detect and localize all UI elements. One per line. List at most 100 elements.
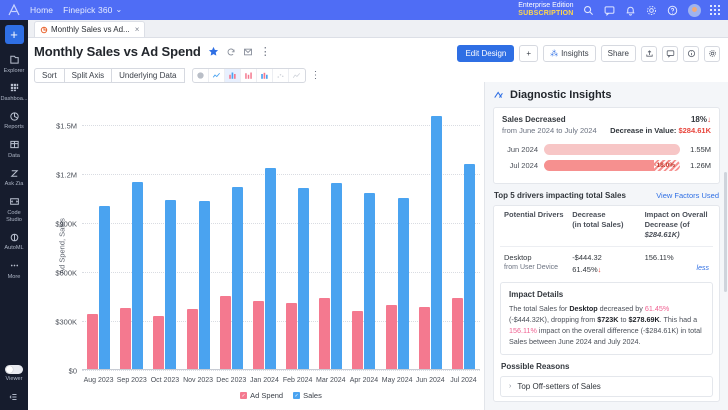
comment-icon[interactable]	[662, 45, 678, 62]
drivers-table: Potential Drivers Decrease (in total Sal…	[500, 206, 713, 280]
underlying-data-button[interactable]: Underlying Data	[111, 68, 185, 83]
bar-sales[interactable]	[364, 193, 376, 370]
legend-item[interactable]: ✓ Sales	[293, 391, 322, 400]
gear-icon[interactable]	[704, 45, 720, 62]
bar-ad-spend[interactable]	[252, 301, 264, 370]
bar-sales[interactable]	[463, 163, 475, 370]
drivers-card: Potential Drivers Decrease (in total Sal…	[493, 205, 720, 403]
bar-ad-spend[interactable]	[286, 302, 298, 370]
insights-button[interactable]: ⁂ Insights	[543, 45, 596, 62]
bar-sales[interactable]	[231, 186, 243, 370]
export-icon[interactable]	[243, 47, 253, 57]
workspace-selector[interactable]: Finepick 360	[63, 5, 122, 15]
upload-icon[interactable]	[641, 45, 657, 62]
bar-group[interactable]	[347, 100, 380, 370]
bar-ad-spend[interactable]	[87, 314, 99, 370]
bar-group[interactable]	[248, 100, 281, 370]
bar-group[interactable]	[115, 100, 148, 370]
column-chart-icon[interactable]	[241, 69, 257, 82]
sidebar-item-automl[interactable]: AutoML	[0, 231, 28, 252]
view-factors-used-link[interactable]: View Factors Used	[656, 191, 719, 200]
search-icon[interactable]	[583, 4, 595, 16]
bar-sales[interactable]	[99, 206, 111, 370]
sidebar-item-code-studio[interactable]: Code Studio	[0, 195, 28, 223]
split-axis-button[interactable]: Split Axis	[63, 68, 113, 83]
bar-group[interactable]	[281, 100, 314, 370]
bar-chart-icon[interactable]	[224, 69, 241, 82]
refresh-icon[interactable]	[226, 47, 236, 57]
info-icon[interactable]	[683, 45, 699, 62]
bell-icon[interactable]	[625, 4, 637, 16]
kebab-menu-icon[interactable]: ⋮	[259, 45, 271, 58]
area-chart-icon[interactable]	[289, 69, 305, 82]
toolbar-kebab-menu-icon[interactable]: ⋮	[310, 70, 321, 81]
bar-group[interactable]	[148, 100, 181, 370]
sidebar-item-reports[interactable]: Reports	[0, 110, 28, 131]
sidebar-item-data[interactable]: Data	[0, 138, 28, 159]
bar-group[interactable]	[447, 100, 480, 370]
apps-grid-icon[interactable]	[709, 4, 720, 16]
add-button[interactable]: +	[519, 45, 539, 62]
star-icon[interactable]	[208, 46, 219, 57]
report-icon	[40, 26, 48, 34]
possible-reason-item[interactable]: › Top Off-setters of Sales	[500, 376, 713, 398]
bar-group[interactable]	[82, 100, 115, 370]
impact-details-title: Impact Details	[509, 289, 564, 299]
tab-monthly-sales-vs-ad-spend[interactable]: Monthly Sales vs Ad... ×	[34, 21, 146, 37]
sidebar-item-more[interactable]: More	[0, 259, 28, 280]
avatar[interactable]	[687, 3, 701, 17]
bar-ad-spend[interactable]	[451, 298, 463, 370]
zoho-analytics-logo-icon[interactable]	[6, 3, 22, 17]
bar-ad-spend[interactable]	[120, 307, 132, 370]
bar-ad-spend[interactable]	[385, 305, 397, 370]
sidebar-item-explorer[interactable]: Explorer	[0, 53, 28, 74]
bar-ad-spend[interactable]	[153, 316, 165, 370]
bar-sales[interactable]	[430, 116, 442, 370]
scatter-icon[interactable]	[273, 69, 289, 82]
table-row[interactable]: Desktop from User Device -$444.32 61.45%…	[500, 247, 713, 280]
bar-sales[interactable]	[397, 198, 409, 370]
panel-scrollbar[interactable]	[724, 172, 727, 292]
bar-sales[interactable]	[264, 167, 276, 370]
add-new-button[interactable]: +	[4, 25, 24, 44]
help-icon[interactable]	[667, 4, 679, 16]
viewer-mode-toggle[interactable]	[5, 365, 23, 374]
bar-ad-spend[interactable]	[418, 307, 430, 370]
bar-group[interactable]	[414, 100, 447, 370]
stacked-bar-icon[interactable]	[257, 69, 273, 82]
folder-icon	[7, 53, 21, 66]
edit-design-button[interactable]: Edit Design	[457, 45, 515, 62]
bar-ad-spend[interactable]	[219, 295, 231, 370]
share-button[interactable]: Share	[600, 45, 636, 62]
sidebar-item-ask-zia[interactable]: Ask Zia	[0, 167, 28, 188]
sidebar-item-dashboards[interactable]: Dashboa...	[0, 81, 28, 102]
bar-group[interactable]	[182, 100, 215, 370]
bar-group[interactable]	[381, 100, 414, 370]
y-axis-tick: $1.5M	[56, 121, 77, 131]
less-link[interactable]: less	[696, 265, 709, 273]
bar-group[interactable]	[314, 100, 347, 370]
bar-sales[interactable]	[331, 183, 343, 370]
bar-sales[interactable]	[165, 199, 177, 370]
collapse-panel-icon[interactable]	[9, 392, 19, 404]
subscription-label[interactable]: SUBSCRIPTION	[518, 10, 574, 17]
gridline: $1.5M	[56, 121, 480, 130]
bar-sales[interactable]	[198, 201, 210, 370]
chat-icon[interactable]	[604, 4, 616, 16]
line-chart-icon[interactable]	[209, 69, 225, 82]
pie-chart-icon[interactable]	[193, 69, 209, 82]
legend-item[interactable]: ✓ Ad Spend	[240, 391, 283, 400]
close-icon[interactable]: ×	[134, 25, 140, 34]
bar-ad-spend[interactable]	[352, 311, 364, 370]
nav-home-link[interactable]: Home	[30, 5, 54, 15]
sort-button[interactable]: Sort	[34, 68, 65, 83]
sidebar-item-label: Explorer	[3, 67, 25, 74]
x-axis-tick: Jun 2024	[415, 377, 445, 384]
x-axis-tick: Jul 2024	[450, 377, 477, 384]
bar-group[interactable]	[215, 100, 248, 370]
bar-sales[interactable]	[298, 188, 310, 370]
settings-icon[interactable]	[646, 4, 658, 16]
bar-ad-spend[interactable]	[186, 308, 198, 370]
bar-sales[interactable]	[132, 181, 144, 370]
bar-ad-spend[interactable]	[319, 298, 331, 370]
